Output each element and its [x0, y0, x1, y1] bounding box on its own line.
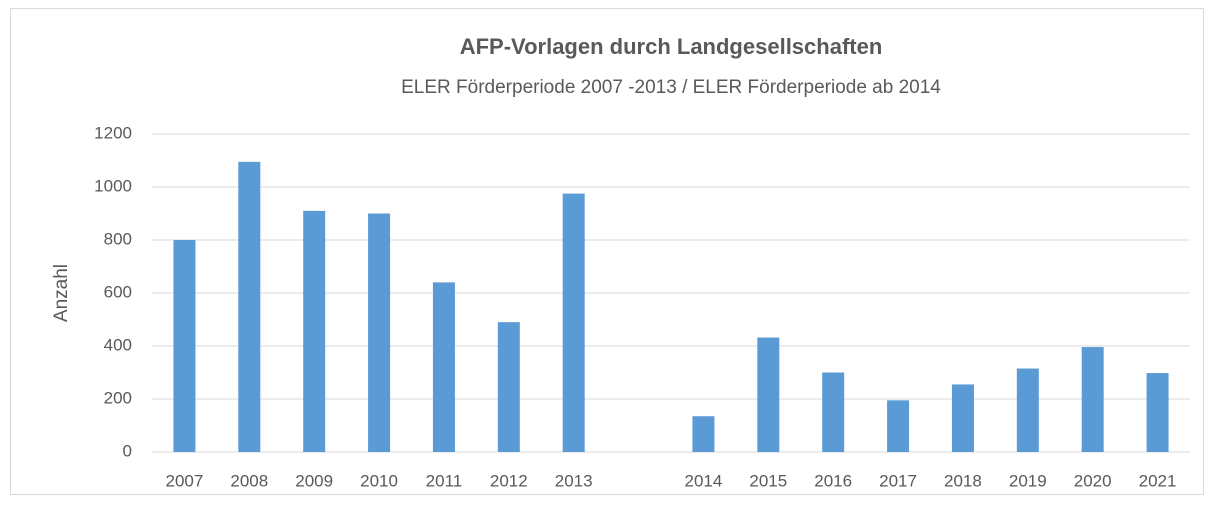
chart-subtitle: ELER Förderperiode 2007 -2013 / ELER För…	[401, 77, 941, 98]
x-tick-label: 2015	[749, 471, 787, 490]
x-tick-label: 2018	[944, 471, 982, 490]
y-tick-label: 600	[104, 282, 132, 301]
bar	[432, 282, 455, 452]
x-tick-label: 2011	[426, 471, 463, 490]
bar	[1016, 368, 1039, 452]
x-tick-label: 2020	[1074, 471, 1112, 490]
bar	[1146, 373, 1169, 452]
x-tick-label: 2009	[295, 471, 333, 490]
bar	[303, 210, 326, 452]
x-tick-label: 2014	[685, 471, 723, 490]
x-tick-label: 2012	[490, 471, 528, 490]
y-tick-label: 400	[104, 335, 132, 354]
bar	[887, 400, 910, 452]
x-tick-label: 2010	[360, 471, 398, 490]
x-tick-label: 2007	[166, 471, 204, 490]
bar	[1081, 347, 1104, 452]
y-tick-label: 1200	[94, 123, 132, 142]
y-tick-label: 0	[123, 441, 132, 460]
y-tick-label: 1000	[94, 176, 132, 195]
bar	[497, 322, 520, 452]
y-tick-label: 800	[104, 229, 132, 248]
bar	[692, 416, 715, 452]
x-tick-label: 2016	[814, 471, 852, 490]
bar	[238, 161, 261, 452]
bar	[562, 193, 585, 452]
x-tick-label: 2013	[555, 471, 593, 490]
bar	[951, 384, 974, 452]
bar	[757, 337, 780, 452]
y-tick-label: 200	[104, 388, 132, 407]
chart-border	[10, 8, 1204, 495]
bar	[173, 240, 196, 452]
chart-title: AFP-Vorlagen durch Landgesellschaften	[460, 34, 883, 59]
x-tick-label: 2017	[879, 471, 917, 490]
x-tick-label: 2019	[1009, 471, 1047, 490]
y-axis-label: Anzahl	[51, 264, 72, 322]
x-tick-label: 2021	[1139, 471, 1177, 490]
bar	[822, 372, 845, 452]
x-tick-label: 2008	[230, 471, 268, 490]
bar	[368, 213, 391, 452]
